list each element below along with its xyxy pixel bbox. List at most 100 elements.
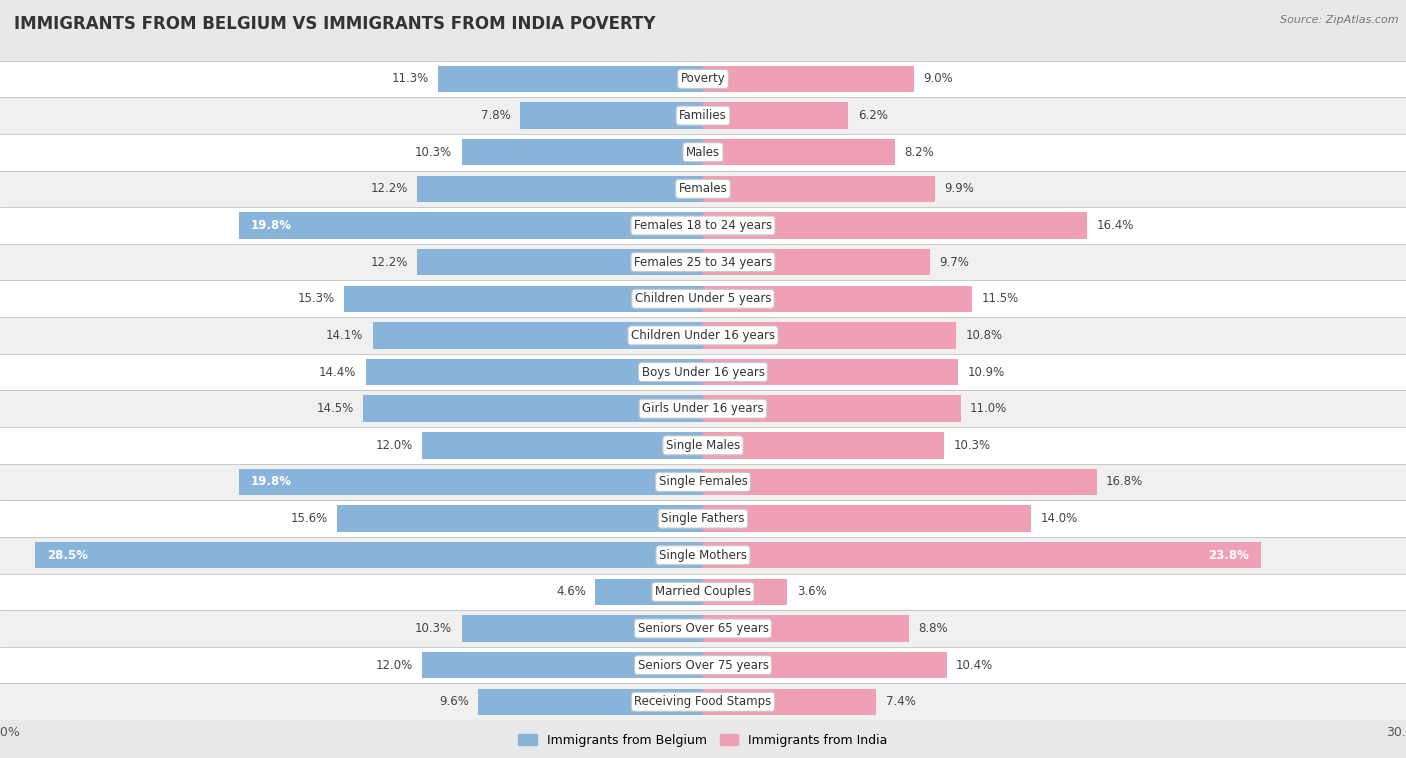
Bar <box>363 396 703 422</box>
Bar <box>439 66 703 92</box>
Bar <box>373 322 703 349</box>
Text: 12.2%: 12.2% <box>370 255 408 268</box>
Bar <box>0 207 1406 244</box>
Bar <box>0 134 1406 171</box>
Bar <box>366 359 703 385</box>
Bar <box>0 537 1406 574</box>
Text: 7.8%: 7.8% <box>481 109 510 122</box>
Bar <box>703 468 1097 495</box>
Text: 8.8%: 8.8% <box>918 622 948 635</box>
Bar <box>344 286 703 312</box>
Bar <box>0 684 1406 720</box>
Bar <box>703 139 896 165</box>
Legend: Immigrants from Belgium, Immigrants from India: Immigrants from Belgium, Immigrants from… <box>513 728 893 752</box>
Bar <box>703 652 946 678</box>
Bar <box>0 244 1406 280</box>
Text: Receiving Food Stamps: Receiving Food Stamps <box>634 695 772 708</box>
Text: Seniors Over 75 years: Seniors Over 75 years <box>637 659 769 672</box>
Text: 10.4%: 10.4% <box>956 659 993 672</box>
Text: 15.3%: 15.3% <box>298 293 335 305</box>
Text: 14.0%: 14.0% <box>1040 512 1077 525</box>
Text: 10.3%: 10.3% <box>415 622 453 635</box>
Bar <box>461 615 703 642</box>
Text: 7.4%: 7.4% <box>886 695 915 708</box>
Bar <box>703 396 960 422</box>
Bar <box>0 317 1406 354</box>
Text: 16.4%: 16.4% <box>1097 219 1135 232</box>
Bar <box>0 647 1406 684</box>
Text: Married Couples: Married Couples <box>655 585 751 598</box>
Text: 3.6%: 3.6% <box>797 585 827 598</box>
Text: 10.8%: 10.8% <box>966 329 1002 342</box>
Bar <box>0 574 1406 610</box>
Text: 19.8%: 19.8% <box>250 475 291 488</box>
Text: Females 18 to 24 years: Females 18 to 24 years <box>634 219 772 232</box>
Text: 8.2%: 8.2% <box>904 146 934 158</box>
Bar <box>0 61 1406 97</box>
Bar <box>703 102 848 129</box>
Bar <box>703 322 956 349</box>
Bar <box>703 432 945 459</box>
Text: 9.0%: 9.0% <box>924 73 953 86</box>
Text: IMMIGRANTS FROM BELGIUM VS IMMIGRANTS FROM INDIA POVERTY: IMMIGRANTS FROM BELGIUM VS IMMIGRANTS FR… <box>14 15 655 33</box>
Bar <box>703 66 914 92</box>
Text: Males: Males <box>686 146 720 158</box>
Text: Families: Families <box>679 109 727 122</box>
Bar <box>418 176 703 202</box>
Bar <box>0 390 1406 427</box>
Text: 23.8%: 23.8% <box>1208 549 1249 562</box>
Text: Girls Under 16 years: Girls Under 16 years <box>643 402 763 415</box>
Text: 15.6%: 15.6% <box>291 512 328 525</box>
Bar <box>0 427 1406 464</box>
Bar <box>703 688 876 715</box>
Bar <box>703 249 931 275</box>
Text: 14.1%: 14.1% <box>326 329 363 342</box>
Bar <box>520 102 703 129</box>
Text: 9.9%: 9.9% <box>945 183 974 196</box>
Bar <box>422 652 703 678</box>
Text: Females: Females <box>679 183 727 196</box>
Text: 19.8%: 19.8% <box>250 219 291 232</box>
Bar <box>418 249 703 275</box>
Bar <box>0 354 1406 390</box>
Text: Poverty: Poverty <box>681 73 725 86</box>
Bar <box>703 212 1087 239</box>
Text: 9.7%: 9.7% <box>939 255 970 268</box>
Bar <box>0 97 1406 134</box>
Bar <box>595 578 703 605</box>
Bar <box>478 688 703 715</box>
Text: 12.0%: 12.0% <box>375 439 412 452</box>
Bar <box>703 176 935 202</box>
Bar <box>0 171 1406 207</box>
Bar <box>239 468 703 495</box>
Bar <box>703 506 1031 532</box>
Bar <box>0 610 1406 647</box>
Text: 12.2%: 12.2% <box>370 183 408 196</box>
Text: 11.0%: 11.0% <box>970 402 1007 415</box>
Bar <box>35 542 703 568</box>
Bar <box>337 506 703 532</box>
Text: 14.5%: 14.5% <box>316 402 354 415</box>
Bar <box>239 212 703 239</box>
Bar <box>703 359 959 385</box>
Bar <box>0 280 1406 317</box>
Text: Females 25 to 34 years: Females 25 to 34 years <box>634 255 772 268</box>
Bar <box>422 432 703 459</box>
Text: Children Under 5 years: Children Under 5 years <box>634 293 772 305</box>
Text: 9.6%: 9.6% <box>439 695 468 708</box>
Text: 6.2%: 6.2% <box>858 109 887 122</box>
Text: 10.3%: 10.3% <box>953 439 991 452</box>
Text: 10.9%: 10.9% <box>967 365 1005 378</box>
Text: Single Females: Single Females <box>658 475 748 488</box>
Bar <box>0 500 1406 537</box>
Text: 28.5%: 28.5% <box>46 549 87 562</box>
Text: 16.8%: 16.8% <box>1107 475 1143 488</box>
Text: Children Under 16 years: Children Under 16 years <box>631 329 775 342</box>
Text: 10.3%: 10.3% <box>415 146 453 158</box>
Bar <box>461 139 703 165</box>
Text: Seniors Over 65 years: Seniors Over 65 years <box>637 622 769 635</box>
Text: 11.3%: 11.3% <box>392 73 429 86</box>
Text: 4.6%: 4.6% <box>555 585 586 598</box>
Text: Single Males: Single Males <box>666 439 740 452</box>
Text: 14.4%: 14.4% <box>319 365 356 378</box>
